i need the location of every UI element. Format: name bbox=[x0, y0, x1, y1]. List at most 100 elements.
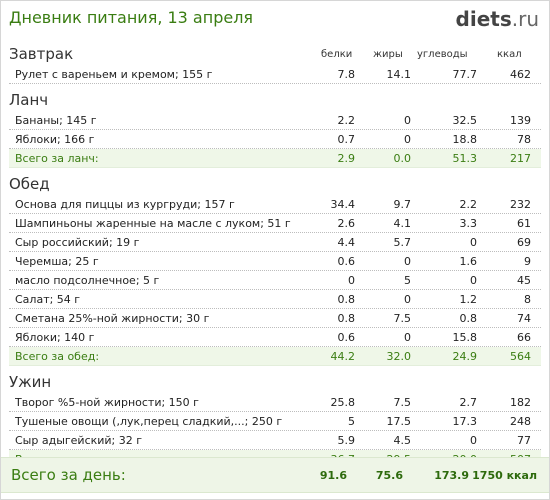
food-protein: 2.2 bbox=[337, 114, 356, 127]
food-row: Шампиньоны жаренные на масле с луком; 51… bbox=[9, 214, 541, 233]
food-protein: 34.4 bbox=[330, 198, 356, 211]
food-fat: 4.1 bbox=[393, 217, 412, 230]
food-row: Яблоки; 166 г 0.7 0 18.8 78 bbox=[9, 130, 541, 149]
meal-total-row: Всего за обед: 44.2 32.0 24.9 564 bbox=[9, 347, 541, 366]
meal-total-carbs: 51.3 bbox=[452, 152, 478, 165]
column-header-carbs: углеводы bbox=[417, 49, 468, 60]
food-fat: 0 bbox=[404, 293, 411, 306]
food-fat: 4.5 bbox=[393, 434, 412, 447]
food-protein: 0.8 bbox=[337, 312, 356, 325]
column-headers: белки жиры углеводы ккал bbox=[9, 43, 541, 65]
meal-total-fat: 32.0 bbox=[386, 350, 412, 363]
food-kcal: 78 bbox=[517, 133, 531, 146]
meal-section: Ужин Творог %5-ной жирности; 150 г 25.8 7.5… bbox=[9, 371, 541, 469]
food-row: Яблоки; 140 г 0.6 0 15.8 66 bbox=[9, 328, 541, 347]
day-total-kcal: 1750 ккал bbox=[472, 469, 537, 482]
food-kcal: 69 bbox=[517, 236, 531, 249]
food-fat: 0 bbox=[404, 331, 411, 344]
food-carbs: 2.2 bbox=[459, 198, 478, 211]
food-carbs: 17.3 bbox=[452, 415, 478, 428]
food-carbs: 0 bbox=[470, 236, 477, 249]
food-name: Сыр адыгейский; 32 г bbox=[15, 434, 143, 447]
brand-tld: .ru bbox=[511, 7, 539, 31]
food-row: Салат; 54 г 0.8 0 1.2 8 bbox=[9, 290, 541, 309]
food-protein: 0.8 bbox=[337, 293, 356, 306]
food-protein: 0.6 bbox=[337, 255, 356, 268]
food-name: Яблоки; 166 г bbox=[15, 133, 95, 146]
meal-title-text: Ужин bbox=[9, 373, 52, 391]
food-kcal: 61 bbox=[517, 217, 531, 230]
food-carbs: 0 bbox=[470, 434, 477, 447]
food-protein: 5 bbox=[348, 415, 355, 428]
food-row: Основа для пиццы из кургруди; 157 г 34.4 9… bbox=[9, 195, 541, 214]
meal-total-kcal: 217 bbox=[510, 152, 531, 165]
food-fat: 5 bbox=[404, 274, 411, 287]
meals-table: Завтрак белки жиры углеводы ккал Рулет с варе… bbox=[9, 43, 541, 469]
column-header-fat: жиры bbox=[373, 49, 403, 60]
food-kcal: 8 bbox=[524, 293, 531, 306]
meal-title: Обед bbox=[9, 173, 541, 195]
day-total-carbs: 173.9 bbox=[434, 469, 469, 482]
food-carbs: 18.8 bbox=[452, 133, 478, 146]
food-kcal: 77 bbox=[517, 434, 531, 447]
food-row: Рулет с вареньем и кремом; 155 г 7.8 14.1 7… bbox=[9, 65, 541, 84]
diary-title: Дневник питания, 13 апреля bbox=[9, 8, 254, 27]
food-name: Сыр российский; 19 г bbox=[15, 236, 140, 249]
food-row: Тушеные овощи (,лук,перец сладкий,...; 2… bbox=[9, 412, 541, 431]
food-row: Сыр российский; 19 г 4.4 5.7 0 69 bbox=[9, 233, 541, 252]
meal-total-carbs: 24.9 bbox=[452, 350, 478, 363]
food-row: масло подсолнечное; 5 г 0 5 0 45 bbox=[9, 271, 541, 290]
food-carbs: 0.8 bbox=[459, 312, 478, 325]
food-carbs: 15.8 bbox=[452, 331, 478, 344]
meal-total-label: Всего за обед: bbox=[15, 350, 100, 363]
food-kcal: 232 bbox=[510, 198, 531, 211]
food-row: Сыр адыгейский; 32 г 5.9 4.5 0 77 bbox=[9, 431, 541, 450]
food-name: Яблоки; 140 г bbox=[15, 331, 95, 344]
food-carbs: 1.2 bbox=[459, 293, 478, 306]
food-name: Шампиньоны жаренные на масле с луком; 51… bbox=[15, 217, 291, 230]
meal-total-kcal: 564 bbox=[510, 350, 531, 363]
food-kcal: 248 bbox=[510, 415, 531, 428]
food-name: Творог %5-ной жирности; 150 г bbox=[15, 396, 199, 409]
food-fat: 17.5 bbox=[386, 415, 412, 428]
day-total-fat: 75.6 bbox=[375, 469, 403, 482]
food-row: Творог %5-ной жирности; 150 г 25.8 7.5 2.7 1… bbox=[9, 393, 541, 412]
meal-title-text: Завтрак bbox=[9, 45, 74, 63]
food-carbs: 3.3 bbox=[459, 217, 478, 230]
food-name: Черемша; 25 г bbox=[15, 255, 99, 268]
meal-total-fat: 0.0 bbox=[393, 152, 412, 165]
brand-name: diets bbox=[455, 7, 512, 31]
food-protein: 0.7 bbox=[337, 133, 356, 146]
meal-total-protein: 2.9 bbox=[337, 152, 356, 165]
food-protein: 2.6 bbox=[337, 217, 356, 230]
food-protein: 0.6 bbox=[337, 331, 356, 344]
meal-title-text: Ланч bbox=[9, 91, 49, 109]
food-fat: 0 bbox=[404, 114, 411, 127]
food-fat: 0 bbox=[404, 255, 411, 268]
column-header-kcal: ккал bbox=[497, 49, 522, 60]
food-carbs: 77.7 bbox=[452, 68, 478, 81]
food-kcal: 9 bbox=[524, 255, 531, 268]
food-fat: 14.1 bbox=[386, 68, 412, 81]
food-name: Бананы; 145 г bbox=[15, 114, 97, 127]
day-total-protein: 91.6 bbox=[319, 469, 347, 482]
food-kcal: 462 bbox=[510, 68, 531, 81]
food-fat: 5.7 bbox=[393, 236, 412, 249]
food-name: Рулет с вареньем и кремом; 155 г bbox=[15, 68, 213, 81]
brand-logo[interactable]: diets.ru bbox=[456, 7, 539, 31]
food-fat: 7.5 bbox=[393, 396, 412, 409]
meal-total-protein: 44.2 bbox=[330, 350, 356, 363]
food-kcal: 45 bbox=[517, 274, 531, 287]
food-protein: 4.4 bbox=[337, 236, 356, 249]
meal-total-row: Всего за ланч: 2.9 0.0 51.3 217 bbox=[9, 149, 541, 168]
day-total-bar: Всего за день: 91.6 75.6 173.9 1750 ккал bbox=[1, 457, 549, 493]
food-name: Основа для пиццы из кургруди; 157 г bbox=[15, 198, 235, 211]
food-kcal: 182 bbox=[510, 396, 531, 409]
food-row: Бананы; 145 г 2.2 0 32.5 139 bbox=[9, 111, 541, 130]
meal-title: Завтрак белки жиры углеводы ккал bbox=[9, 43, 541, 65]
food-name: масло подсолнечное; 5 г bbox=[15, 274, 160, 287]
meal-section: Ланч Бананы; 145 г 2.2 0 32.5 139 Яблоки; 166 … bbox=[9, 89, 541, 168]
meal-section: Завтрак белки жиры углеводы ккал Рулет с варе… bbox=[9, 43, 541, 84]
day-total-label: Всего за день: bbox=[11, 466, 126, 484]
meal-title: Ланч bbox=[9, 89, 541, 111]
